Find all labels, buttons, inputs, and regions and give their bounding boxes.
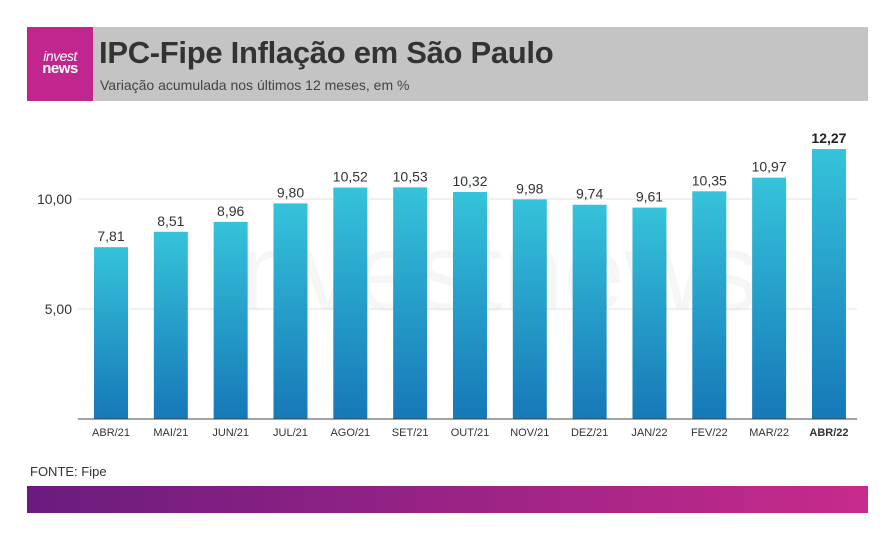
bar: [752, 177, 787, 419]
data-label: 8,96: [217, 203, 244, 219]
data-label: 9,74: [576, 186, 603, 202]
bar: [572, 204, 607, 419]
bar: [692, 191, 727, 419]
bar: [452, 191, 487, 419]
data-label: 10,35: [692, 172, 727, 188]
data-label: 9,80: [277, 184, 304, 200]
data-label: 8,51: [157, 213, 184, 229]
data-label: 10,32: [452, 173, 487, 189]
bar: [333, 187, 368, 419]
logo-line-1: invest: [43, 48, 77, 64]
x-tick-label: JUN/21: [212, 427, 249, 439]
data-label: 10,52: [333, 169, 368, 185]
logo-line-2: news: [42, 60, 78, 77]
x-tick-label: ABR/21: [92, 427, 130, 439]
x-tick-label: JUL/21: [273, 427, 308, 439]
bar: [153, 231, 188, 419]
data-label: 7,81: [97, 228, 124, 244]
x-tick-label: DEZ/21: [571, 427, 608, 439]
bar: [213, 221, 248, 419]
x-tick-label: MAR/22: [749, 427, 789, 439]
chart-subtitle: Variação acumulada nos últimos 12 meses,…: [100, 77, 410, 93]
x-tick-label: NOV/21: [510, 427, 549, 439]
bar: [512, 199, 547, 419]
data-label: 12,27: [811, 130, 846, 146]
chart-title: IPC-Fipe Inflação em São Paulo: [99, 35, 554, 70]
source-note: FONTE: Fipe: [30, 464, 107, 479]
data-label: 10,97: [752, 159, 787, 175]
x-tick-label: SET/21: [392, 427, 429, 439]
x-tick-label: MAI/21: [153, 427, 188, 439]
x-tick-label: AGO/21: [330, 427, 370, 439]
bar: [811, 149, 846, 419]
bar: [94, 247, 128, 419]
data-label: 10,53: [393, 168, 428, 184]
bar-chart: investnews5,0010,007,81ABR/218,51MAI/218…: [37, 130, 857, 439]
x-tick-label: FEV/22: [691, 427, 728, 439]
header-banner: invest news IPC-Fipe Inflação em São Pau…: [27, 27, 868, 101]
y-tick-label: 5,00: [45, 301, 72, 317]
bar: [273, 203, 308, 419]
bar: [632, 207, 667, 419]
x-tick-label: JAN/22: [631, 427, 667, 439]
x-tick-label: ABR/22: [809, 427, 848, 439]
data-label: 9,61: [636, 189, 663, 205]
investnews-logo: invest news: [27, 27, 93, 101]
x-tick-label: OUT/21: [451, 427, 490, 439]
footer-gradient-bar: [27, 486, 868, 513]
bar: [393, 187, 428, 419]
y-tick-label: 10,00: [37, 191, 72, 207]
data-label: 9,98: [516, 180, 543, 196]
